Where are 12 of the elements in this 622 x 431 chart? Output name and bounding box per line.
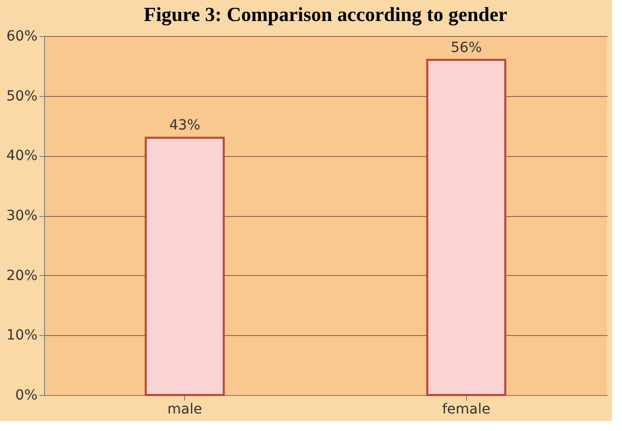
y-tick-label: 30% — [6, 208, 38, 224]
x-tick-label: male — [167, 402, 202, 418]
y-tick-label: 0% — [15, 388, 38, 404]
y-tick-label: 60% — [6, 28, 38, 44]
y-tick-label: 10% — [6, 328, 38, 344]
data-label: 43% — [169, 118, 200, 134]
y-tick-label: 20% — [6, 268, 38, 284]
y-tick-label: 50% — [6, 88, 38, 104]
y-tick-label: 40% — [6, 148, 38, 164]
x-tick-label: female — [442, 402, 490, 418]
data-label: 56% — [450, 40, 482, 56]
chart-title: Figure 3: Comparison according to gender — [144, 4, 508, 26]
